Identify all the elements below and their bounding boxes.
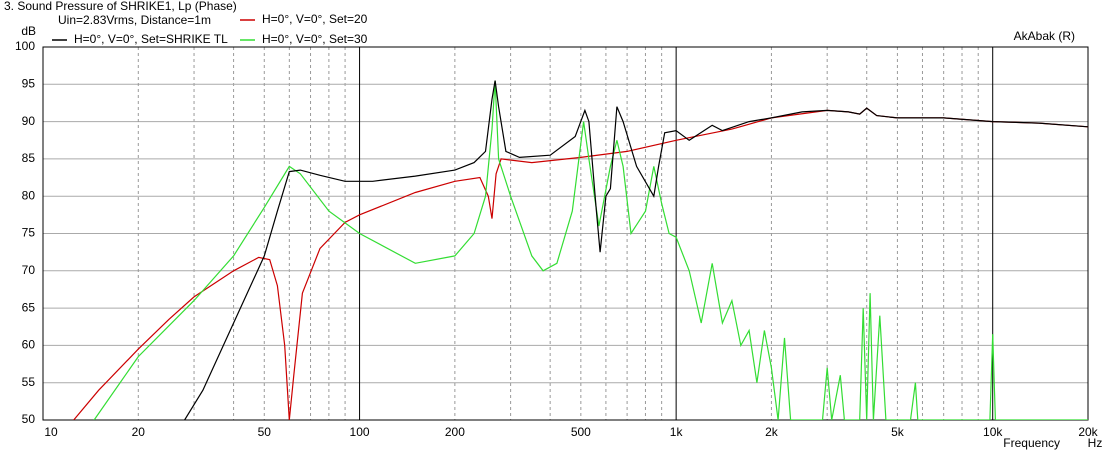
legend-label: H=0°, V=0°, Set=SHRIKE TL (74, 32, 228, 46)
y-tick-label: 55 (22, 375, 36, 389)
y-tick-label: 75 (22, 226, 36, 240)
x-tick-label: 100 (350, 425, 370, 439)
y-tick-label: 100 (15, 39, 35, 53)
subtitle: Uin=2.83Vrms, Distance=1m (58, 13, 211, 27)
y-axis-label: dB (21, 24, 36, 38)
legend-label: H=0°, V=0°, Set=20 (262, 12, 368, 26)
y-tick-label: 85 (22, 151, 36, 165)
y-tick-label: 70 (22, 263, 36, 277)
y-tick-label: 50 (22, 412, 36, 426)
x-tick-label: 50 (258, 425, 272, 439)
x-tick-label: 500 (571, 425, 591, 439)
x-tick-label: 5k (891, 425, 905, 439)
y-tick-label: 60 (22, 338, 36, 352)
x-tick-label: 10 (44, 425, 58, 439)
x-tick-label: 20 (132, 425, 146, 439)
x-tick-label: 10k (983, 425, 1003, 439)
plot-border (42, 46, 1089, 421)
x-tick-label: 200 (445, 425, 465, 439)
y-tick-label: 80 (22, 188, 36, 202)
y-tick-label: 90 (22, 114, 36, 128)
series-line (184, 80, 1088, 420)
chart-title: 3. Sound Pressure of SHRIKE1, Lp (Phase) (4, 0, 237, 13)
x-tick-label: 2k (765, 425, 779, 439)
y-tick-label: 95 (22, 76, 36, 90)
watermark: AkAbak (R) (1014, 29, 1075, 43)
y-tick-label: 65 (22, 300, 36, 314)
legend-label: H=0°, V=0°, Set=30 (262, 32, 368, 46)
x-tick-label: 1k (670, 425, 684, 439)
x-axis-label: Frequency (1003, 436, 1060, 450)
x-unit: Hz (1088, 436, 1103, 450)
series-line (93, 80, 1088, 420)
x-tick-label: 20k (1078, 425, 1098, 439)
